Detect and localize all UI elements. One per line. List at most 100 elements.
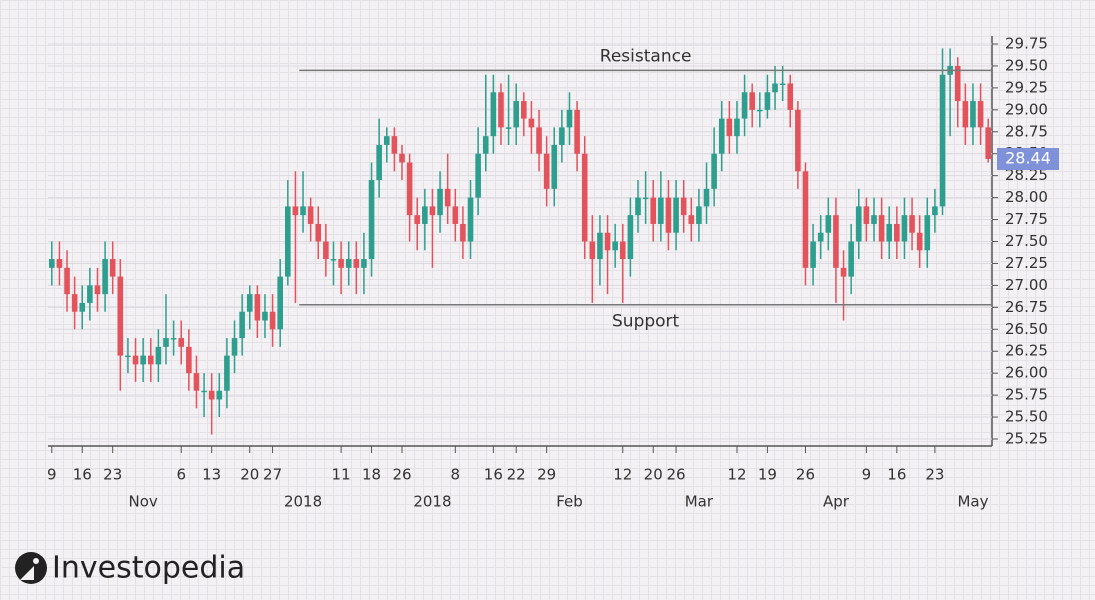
candle-body [559, 127, 565, 145]
candle-body [924, 215, 931, 251]
candle-body [757, 109, 763, 112]
x-tick-label: 26 [796, 466, 815, 484]
candle-body [779, 83, 786, 85]
candle-body [49, 259, 55, 268]
candle-body [140, 355, 146, 365]
candle-body [848, 241, 854, 277]
candle-body [163, 338, 169, 347]
y-tick-label: 29.50 [1005, 56, 1048, 74]
candle-body [619, 241, 626, 260]
candle-body [650, 197, 657, 224]
y-tick-label: 26.50 [1005, 320, 1048, 338]
candle-body [635, 197, 641, 216]
candle-body [170, 338, 177, 340]
candle-body [939, 74, 946, 207]
candle-body [422, 206, 428, 224]
candle-body [79, 302, 86, 312]
candle-body [718, 118, 725, 154]
candle-body [574, 109, 580, 154]
candle-body [985, 127, 991, 159]
candle-body [246, 294, 253, 312]
candle-body [513, 101, 519, 128]
x-tick-label: 16 [73, 466, 92, 484]
candle-body [772, 83, 778, 93]
candle-body [726, 118, 733, 137]
candle-body [878, 215, 885, 242]
y-tick-label: 25.25 [1005, 430, 1048, 448]
x-tick-label: 29 [537, 466, 556, 484]
x-sublabel: Apr [823, 493, 850, 511]
y-tick-label: 29.75 [1005, 35, 1048, 53]
level-label: Resistance [600, 46, 692, 66]
candle-body [155, 346, 162, 365]
candle-body [216, 390, 223, 400]
candle-body [665, 197, 672, 233]
candle-body [673, 197, 679, 233]
candle-body [505, 127, 512, 129]
candle-body [543, 153, 550, 189]
candle-body [437, 188, 443, 216]
candle-body [962, 101, 969, 128]
candle-body [361, 259, 367, 268]
candle-body [932, 206, 938, 216]
candle-body [589, 241, 596, 260]
candle-body [452, 206, 459, 224]
x-tick-label: 9 [862, 466, 872, 484]
candle-body [528, 118, 535, 128]
y-tick-label: 27.50 [1005, 232, 1048, 250]
candle-body [147, 355, 154, 365]
y-tick-label: 28.25 [1005, 166, 1048, 184]
candle-body [825, 215, 832, 233]
candle-body [977, 101, 984, 128]
candle-body [597, 232, 603, 260]
candle-body [901, 215, 908, 242]
y-tick-label: 27.25 [1005, 254, 1048, 272]
y-tick-label: 28.75 [1005, 122, 1048, 140]
y-tick-label: 28.00 [1005, 188, 1048, 206]
candle-body [399, 153, 405, 163]
candle-body [109, 259, 116, 277]
x-tick-label: 6 [176, 466, 186, 484]
candle-body [208, 390, 215, 400]
y-tick-label: 26.25 [1005, 342, 1048, 360]
x-sublabel: Nov [129, 493, 158, 511]
candle-body [178, 338, 185, 347]
candle-body [734, 118, 740, 137]
candle-body [749, 92, 755, 110]
candle-body [787, 83, 794, 110]
x-tick-label: 9 [47, 466, 57, 484]
candle-body [323, 241, 329, 260]
candle-body [300, 206, 306, 216]
level-label: Support [612, 312, 680, 332]
candle-body [810, 241, 816, 268]
candle-body [795, 109, 801, 172]
candle-body [224, 355, 230, 391]
candle-body [460, 223, 466, 242]
candle-body [231, 338, 238, 356]
candle-body [56, 259, 63, 268]
candle-body [125, 355, 131, 358]
x-tick-label: 27 [263, 466, 282, 484]
candle-body [498, 92, 504, 128]
candle-body [833, 215, 839, 268]
x-tick-label: 8 [451, 466, 461, 484]
candle-body [277, 276, 283, 330]
candle-body [855, 206, 862, 242]
x-tick-label: 11 [332, 466, 351, 484]
x-tick-label: 23 [925, 466, 944, 484]
x-sublabel: May [957, 493, 988, 511]
x-tick-label: 13 [202, 466, 221, 484]
x-sublabel: 2018 [284, 493, 322, 511]
candle-body [330, 259, 337, 261]
candle-body [239, 311, 245, 339]
candle-body [94, 285, 101, 295]
candle-body [353, 259, 360, 268]
candle-body [368, 180, 375, 260]
candle-body [345, 259, 352, 268]
candle-body [490, 92, 497, 137]
candle-body [117, 276, 124, 356]
candle-body [741, 92, 748, 119]
candle-body [444, 188, 451, 207]
